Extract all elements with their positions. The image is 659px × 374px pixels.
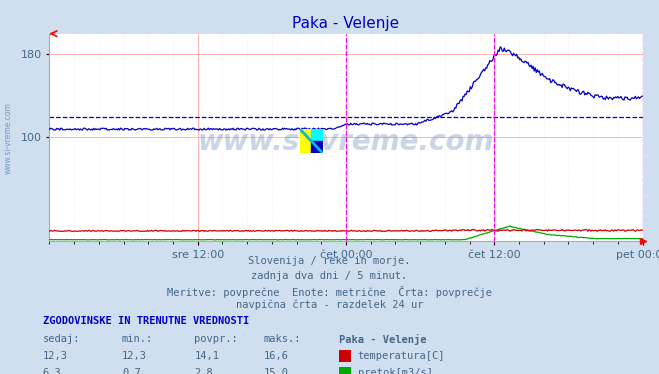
Text: 15,0: 15,0 — [264, 368, 289, 374]
Bar — [300, 129, 312, 153]
Text: Paka - Velenje: Paka - Velenje — [339, 334, 427, 345]
Text: Slovenija / reke in morje.: Slovenija / reke in morje. — [248, 256, 411, 266]
Text: 14,1: 14,1 — [194, 351, 219, 361]
Text: Meritve: povprečne  Enote: metrične  Črta: povprečje: Meritve: povprečne Enote: metrične Črta:… — [167, 286, 492, 298]
Text: pretok[m3/s]: pretok[m3/s] — [358, 368, 433, 374]
Text: www.si-vreme.com: www.si-vreme.com — [198, 128, 494, 156]
Text: zadnja dva dni / 5 minut.: zadnja dva dni / 5 minut. — [251, 271, 408, 281]
Text: 0,7: 0,7 — [122, 368, 140, 374]
Text: maks.:: maks.: — [264, 334, 301, 344]
Text: 2,8: 2,8 — [194, 368, 213, 374]
Text: povpr.:: povpr.: — [194, 334, 238, 344]
Text: 6,3: 6,3 — [43, 368, 61, 374]
Text: sedaj:: sedaj: — [43, 334, 80, 344]
Text: 16,6: 16,6 — [264, 351, 289, 361]
Bar — [312, 141, 323, 153]
Title: Paka - Velenje: Paka - Velenje — [293, 16, 399, 31]
Text: 12,3: 12,3 — [43, 351, 68, 361]
Text: min.:: min.: — [122, 334, 153, 344]
Text: ZGODOVINSKE IN TRENUTNE VREDNOSTI: ZGODOVINSKE IN TRENUTNE VREDNOSTI — [43, 316, 249, 326]
Text: www.si-vreme.com: www.si-vreme.com — [3, 102, 13, 174]
Text: temperatura[C]: temperatura[C] — [358, 351, 445, 361]
Text: 12,3: 12,3 — [122, 351, 147, 361]
Bar — [312, 129, 323, 141]
Text: navpična črta - razdelek 24 ur: navpična črta - razdelek 24 ur — [236, 300, 423, 310]
